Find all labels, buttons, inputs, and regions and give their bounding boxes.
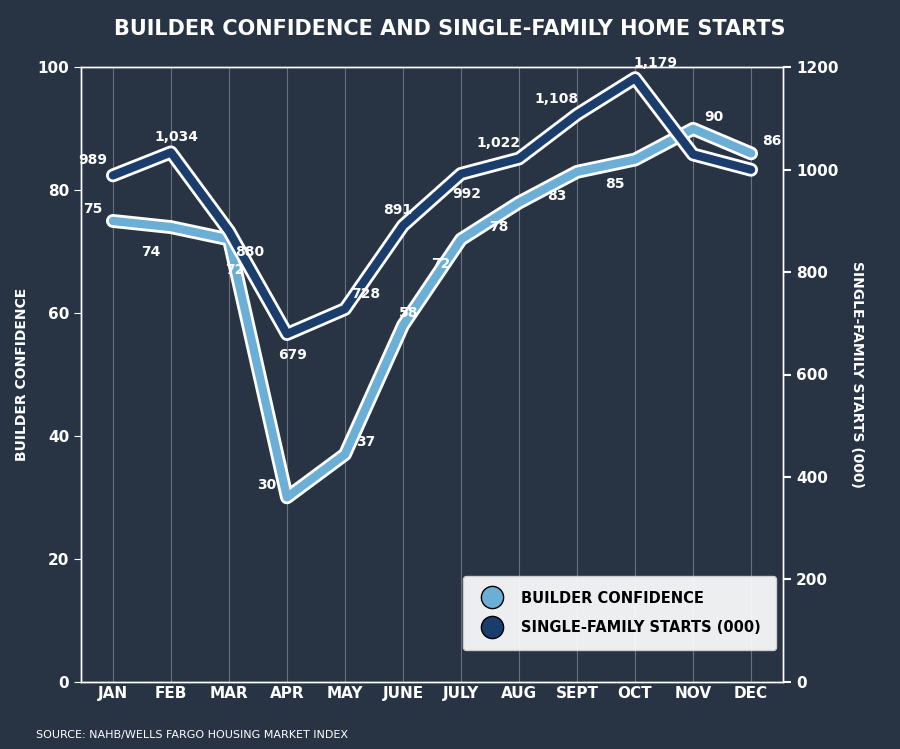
Text: 880: 880 xyxy=(235,245,264,258)
Text: 86: 86 xyxy=(761,134,781,148)
Text: 989: 989 xyxy=(78,153,107,167)
Text: 72: 72 xyxy=(431,257,450,271)
Text: 30: 30 xyxy=(257,478,276,492)
Text: 1,108: 1,108 xyxy=(535,92,579,106)
Y-axis label: BUILDER CONFIDENCE: BUILDER CONFIDENCE xyxy=(15,288,29,461)
Text: 1,022: 1,022 xyxy=(477,136,521,150)
Text: 1,034: 1,034 xyxy=(155,130,199,144)
Text: 74: 74 xyxy=(141,245,160,258)
Text: 83: 83 xyxy=(547,189,566,204)
Text: 85: 85 xyxy=(605,177,625,191)
Legend: BUILDER CONFIDENCE, SINGLE-FAMILY STARTS (000): BUILDER CONFIDENCE, SINGLE-FAMILY STARTS… xyxy=(463,576,776,649)
Text: 72: 72 xyxy=(225,263,245,277)
Text: 728: 728 xyxy=(351,287,380,300)
Text: 90: 90 xyxy=(704,109,723,124)
Text: SOURCE: NAHB/WELLS FARGO HOUSING MARKET INDEX: SOURCE: NAHB/WELLS FARGO HOUSING MARKET … xyxy=(36,730,348,740)
Text: 992: 992 xyxy=(453,187,482,201)
Y-axis label: SINGLE-FAMILY STARTS (000): SINGLE-FAMILY STARTS (000) xyxy=(850,261,864,488)
Text: 1,179: 1,179 xyxy=(634,56,678,70)
Text: 58: 58 xyxy=(399,306,418,320)
Text: 679: 679 xyxy=(278,348,307,362)
Text: BUILDER CONFIDENCE AND SINGLE-FAMILY HOME STARTS: BUILDER CONFIDENCE AND SINGLE-FAMILY HOM… xyxy=(114,19,786,39)
Text: 37: 37 xyxy=(356,435,375,449)
Text: 75: 75 xyxy=(83,201,103,216)
Text: 891: 891 xyxy=(382,203,412,217)
Text: 78: 78 xyxy=(489,220,508,234)
